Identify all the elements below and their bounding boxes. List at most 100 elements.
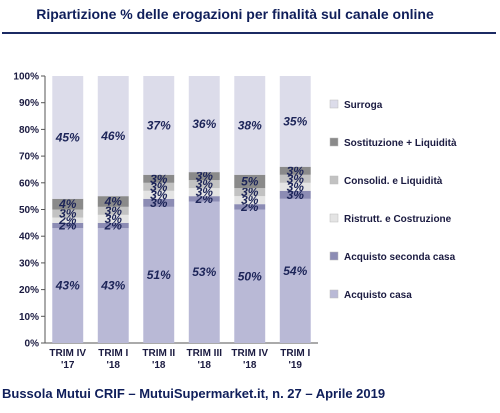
data-label: 43% (100, 279, 125, 293)
bar-segment (143, 198, 175, 207)
x-tick-label: TRIM II (142, 348, 175, 359)
y-tick-label: 30% (19, 258, 39, 269)
x-tick-label: TRIM IV (49, 348, 86, 359)
x-tick-label: '19 (288, 360, 302, 371)
y-tick-label: 80% (19, 125, 39, 136)
data-label: 5% (241, 174, 259, 188)
data-label: 3% (241, 185, 259, 199)
legend-label: Acquisto seconda casa (344, 252, 456, 263)
data-label: 3% (59, 207, 77, 221)
data-label: 45% (55, 130, 80, 144)
bar-segment (143, 206, 175, 343)
data-label: 51% (147, 268, 171, 282)
legend-label: Sostituzione + Liquidità (344, 138, 457, 149)
bar-segment (279, 190, 311, 199)
data-label: 37% (147, 118, 171, 132)
bar-segment (97, 76, 129, 197)
y-tick-label: 60% (19, 178, 39, 189)
data-label: 3% (287, 188, 305, 202)
data-label: 3% (150, 172, 168, 186)
bar-segment (52, 228, 84, 343)
legend-label: Surroga (344, 100, 383, 111)
bar-segment (52, 222, 84, 229)
data-label: 53% (192, 265, 216, 279)
data-label: 3% (241, 193, 259, 207)
bar-segment (97, 214, 129, 223)
bar-segment (234, 76, 266, 175)
legend-label: Ristrutt. e Costruzione (344, 214, 452, 225)
y-tick-label: 20% (19, 285, 39, 296)
x-tick-label: '17 (61, 360, 75, 371)
bar-segment (52, 198, 84, 210)
data-label: 46% (100, 129, 125, 143)
legend-swatch (329, 213, 339, 223)
data-label: 3% (196, 177, 214, 191)
data-label: 43% (55, 279, 80, 293)
data-label: 54% (283, 264, 307, 278)
y-tick-label: 70% (19, 152, 39, 163)
bar-segment (97, 228, 129, 343)
data-label: 3% (287, 164, 305, 178)
data-label: 3% (196, 185, 214, 199)
y-tick-label: 40% (19, 232, 39, 243)
bar-segment (234, 204, 266, 210)
bar-segment (279, 198, 311, 343)
data-label: 35% (283, 114, 307, 128)
bar-segment (52, 76, 84, 199)
bar-segment (143, 182, 175, 191)
x-tick-label: TRIM III (186, 348, 222, 359)
bar-segment (188, 172, 220, 181)
bar-segment (188, 180, 220, 189)
source-footer: Bussola Mutui CRIF – MutuiSupermarket.it… (2, 386, 386, 401)
bar-segment (97, 196, 129, 207)
legend-swatch (329, 137, 339, 147)
data-label: 3% (105, 212, 123, 226)
x-tick-label: TRIM I (98, 348, 128, 359)
legend-swatch (329, 175, 339, 185)
legend-label: Acquisto casa (344, 290, 412, 301)
bar-segment (143, 76, 175, 175)
bar-segment (234, 209, 266, 343)
data-label: 3% (196, 169, 214, 183)
legend-swatch (329, 99, 339, 109)
y-tick-label: 10% (19, 312, 39, 323)
x-tick-label: TRIM I (280, 348, 310, 359)
legend-swatch (329, 289, 339, 299)
x-tick-label: TRIM IV (231, 348, 268, 359)
legend: Surroga Sostituzione + Liquidità Consolid.… (329, 99, 457, 301)
bar-segment (52, 217, 84, 223)
data-label: 3% (287, 180, 305, 194)
bar-segment (143, 174, 175, 183)
bar-segment (97, 206, 129, 215)
bar-segment (234, 188, 266, 197)
title-divider (2, 32, 496, 34)
stacked-bar-chart: 0%10%20%30%40%50%60%70%80%90%100%43%2%2%… (13, 72, 457, 372)
chart-title: Ripartizione % delle erogazioni per fina… (36, 6, 434, 22)
bar-segment (279, 174, 311, 183)
data-label: 3% (105, 204, 123, 218)
legend-label: Consolid. e Liquidità (344, 176, 443, 187)
y-tick-label: 0% (25, 339, 40, 350)
data-label: 3% (150, 180, 168, 194)
plot-area: 0%10%20%30%40%50%60%70%80%90%100%43%2%2%… (13, 72, 318, 371)
bar-segment (234, 174, 266, 189)
bar-segment (279, 166, 311, 175)
legend-swatch (329, 251, 339, 261)
data-label: 4% (58, 197, 77, 211)
bar-segment (52, 209, 84, 218)
bar-segment (188, 201, 220, 343)
x-tick-label: '18 (106, 360, 120, 371)
x-tick-label: '18 (152, 360, 166, 371)
data-label: 50% (238, 269, 262, 283)
bar-segment (279, 182, 311, 191)
bar-segment (188, 188, 220, 197)
x-tick-label: '18 (197, 360, 211, 371)
y-tick-label: 90% (19, 98, 39, 109)
data-label: 3% (150, 188, 168, 202)
y-tick-label: 50% (19, 205, 39, 216)
y-tick-label: 100% (13, 72, 39, 83)
bar-segment (188, 196, 220, 202)
data-label: 38% (238, 118, 262, 132)
x-tick-label: '18 (243, 360, 257, 371)
data-label: 4% (104, 194, 123, 208)
